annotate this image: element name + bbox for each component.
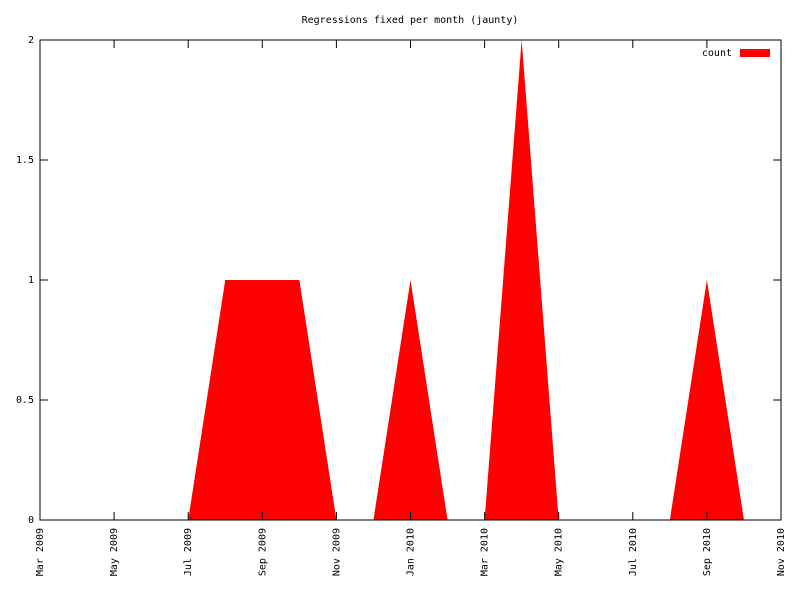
- x-tick-label: Mar 2010: [480, 528, 491, 576]
- y-tick-label: 1: [28, 275, 34, 286]
- area: [188, 40, 744, 520]
- y-tick-label: 2: [28, 35, 34, 46]
- x-tick-label: Jan 2010: [406, 528, 417, 576]
- x-tick-label: Sep 2010: [702, 528, 713, 576]
- x-tick-label: Mar 2009: [35, 528, 46, 576]
- x-tick-label: Sep 2009: [257, 528, 268, 576]
- x-tick-label: Jul 2010: [628, 528, 639, 576]
- x-tick-label: May 2010: [554, 528, 565, 576]
- chart-title: Regressions fixed per month (jaunty): [302, 15, 519, 26]
- x-tick-label: Jul 2009: [183, 528, 194, 576]
- y-tick-label: 1.5: [16, 155, 34, 166]
- legend-swatch: [740, 49, 770, 57]
- legend-label: count: [702, 48, 732, 59]
- x-tick-label: Nov 2009: [331, 528, 342, 576]
- y-tick-label: 0.5: [16, 395, 34, 406]
- y-tick-label: 0: [28, 515, 34, 526]
- x-tick-label: Nov 2010: [776, 528, 787, 576]
- x-tick-label: May 2009: [109, 528, 120, 576]
